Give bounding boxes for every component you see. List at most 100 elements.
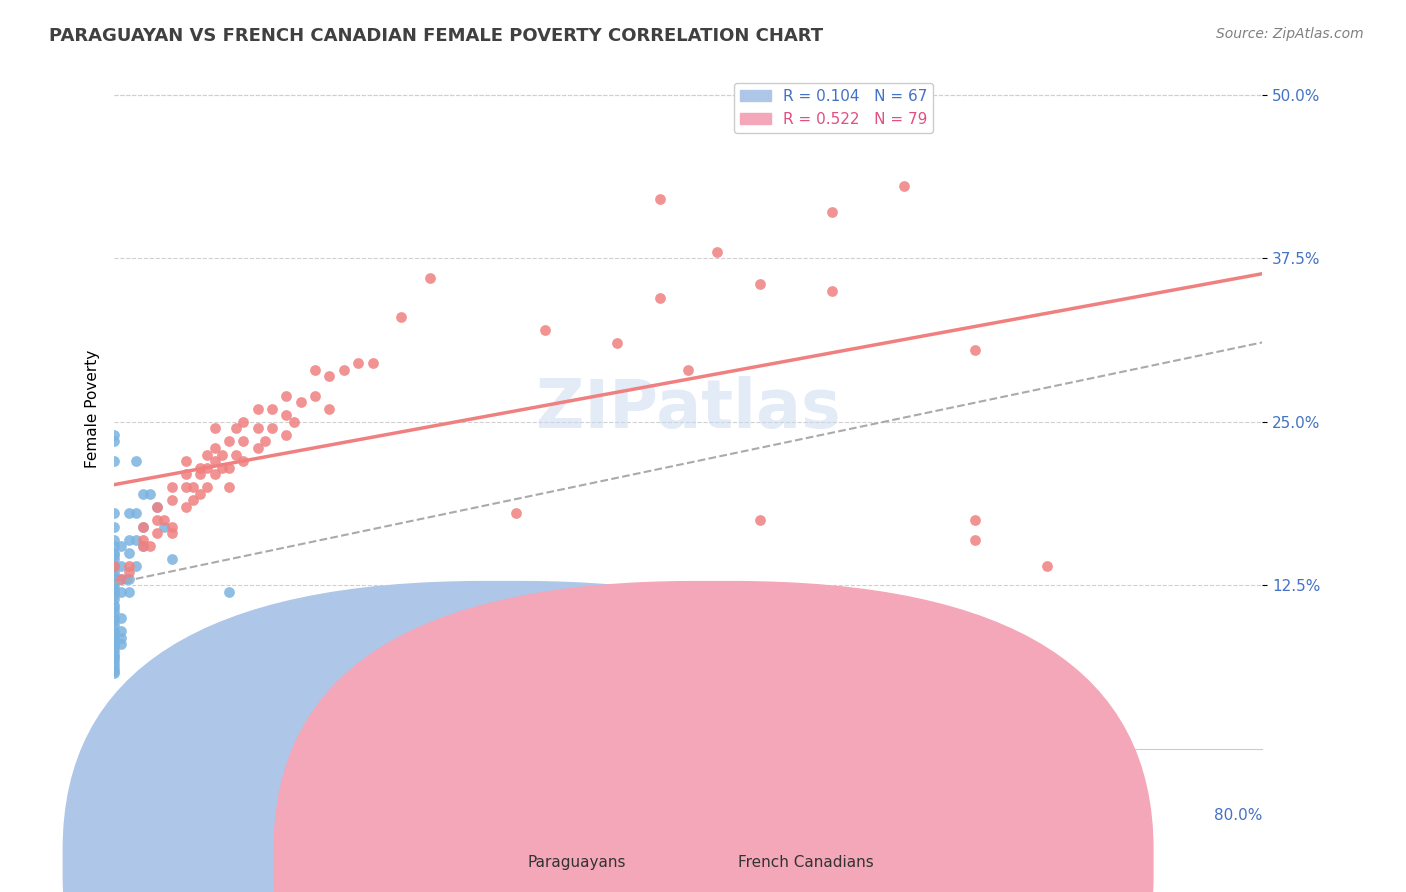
Point: [276, 428, 298, 442]
Text: Source: ZipAtlas.com: Source: ZipAtlas.com: [1216, 27, 1364, 41]
Point: [318, 369, 340, 384]
Point: [103, 434, 125, 449]
Point: [103, 657, 125, 671]
Point: [103, 558, 125, 573]
Point: [146, 500, 169, 514]
Point: [103, 661, 125, 675]
Point: [204, 454, 226, 468]
Point: [103, 582, 125, 597]
Point: [132, 533, 155, 547]
Point: [125, 507, 148, 521]
Point: [146, 526, 169, 541]
Point: [262, 421, 284, 435]
Point: [290, 395, 312, 409]
Point: [821, 205, 844, 219]
Point: [197, 480, 219, 494]
Point: [103, 634, 125, 648]
Point: [110, 585, 132, 599]
Point: [648, 291, 671, 305]
Point: [318, 401, 340, 416]
Point: [276, 389, 298, 403]
Point: [174, 467, 197, 482]
Point: [211, 460, 233, 475]
Point: [125, 533, 148, 547]
Point: [188, 487, 211, 501]
Point: [132, 539, 155, 553]
Point: [110, 611, 132, 625]
Point: [125, 558, 148, 573]
Point: [174, 500, 197, 514]
Point: [103, 578, 125, 592]
Point: [117, 566, 139, 580]
Text: Paraguayans: Paraguayans: [527, 855, 626, 870]
Point: [103, 600, 125, 615]
Point: [204, 467, 226, 482]
Point: [505, 507, 527, 521]
Point: [160, 526, 183, 541]
Point: [132, 539, 155, 553]
Point: [132, 519, 155, 533]
Point: [103, 558, 125, 573]
Point: [197, 460, 219, 475]
Point: [218, 585, 240, 599]
Point: [117, 507, 139, 521]
Point: [232, 434, 254, 449]
Point: [232, 454, 254, 468]
Point: [188, 467, 211, 482]
Point: [246, 401, 269, 416]
Point: [174, 480, 197, 494]
Point: [117, 572, 139, 586]
Point: [110, 631, 132, 645]
Point: [204, 441, 226, 455]
Point: [103, 588, 125, 602]
Point: [103, 614, 125, 628]
Point: [965, 513, 987, 527]
Point: [283, 415, 305, 429]
Text: 80.0%: 80.0%: [1215, 808, 1263, 823]
Point: [103, 631, 125, 645]
Point: [153, 513, 176, 527]
Point: [110, 637, 132, 651]
Point: [103, 617, 125, 632]
Point: [146, 500, 169, 514]
Point: [103, 640, 125, 654]
Point: [103, 627, 125, 641]
Point: [211, 448, 233, 462]
Point: [114, 572, 136, 586]
Point: [253, 434, 276, 449]
Point: [333, 362, 356, 376]
Point: [103, 574, 125, 589]
Point: [181, 480, 204, 494]
Text: 0.0%: 0.0%: [114, 808, 153, 823]
Point: [132, 487, 155, 501]
Point: [117, 546, 139, 560]
Point: [110, 539, 132, 553]
Point: [103, 428, 125, 442]
Point: [125, 454, 148, 468]
Point: [1036, 558, 1059, 573]
Point: [706, 244, 728, 259]
Point: [893, 179, 915, 194]
Point: [103, 552, 125, 566]
Point: [218, 460, 240, 475]
Y-axis label: Female Poverty: Female Poverty: [86, 350, 100, 468]
Point: [103, 648, 125, 662]
Point: [117, 585, 139, 599]
Point: [304, 362, 326, 376]
Point: [749, 277, 772, 292]
Point: [678, 362, 700, 376]
Point: [103, 598, 125, 612]
Point: [197, 448, 219, 462]
Point: [419, 271, 441, 285]
Point: [103, 650, 125, 665]
Point: [965, 533, 987, 547]
Point: [347, 356, 370, 370]
Point: [246, 441, 269, 455]
Point: [103, 624, 125, 639]
Point: [103, 637, 125, 651]
Point: [225, 421, 247, 435]
Point: [246, 421, 269, 435]
Point: [139, 539, 162, 553]
Point: [110, 558, 132, 573]
Point: [103, 644, 125, 658]
